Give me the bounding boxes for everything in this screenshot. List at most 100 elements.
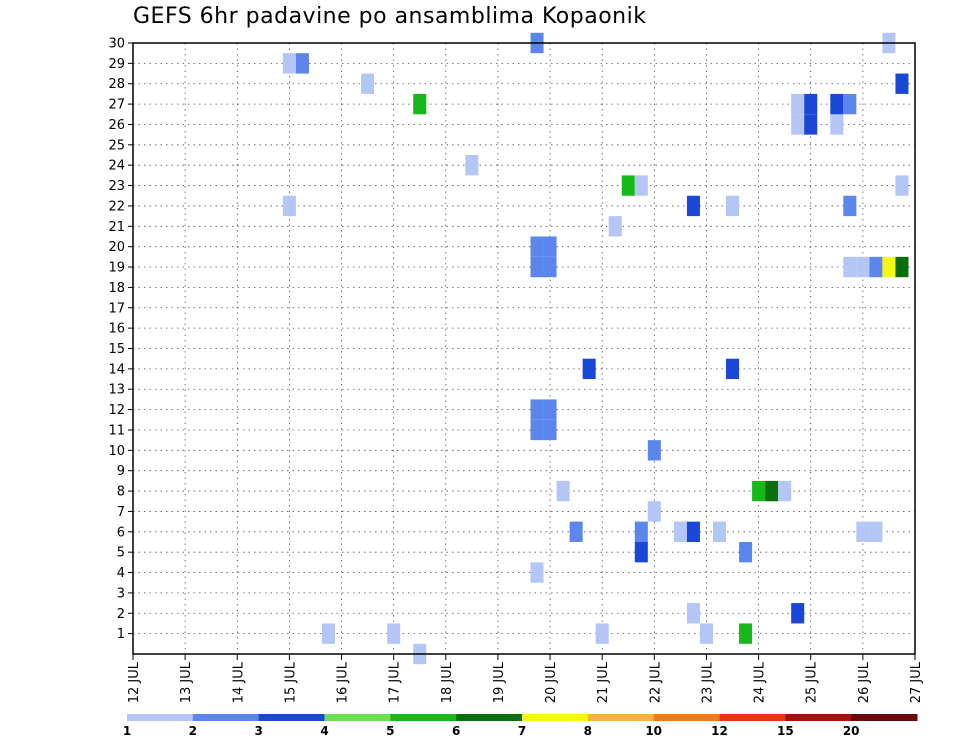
y-tick-label: 30 <box>108 37 125 52</box>
precip-cell <box>530 256 544 278</box>
precip-cell <box>895 73 909 94</box>
x-tick-label: 22 JUL <box>648 661 663 703</box>
y-tick-label: 8 <box>117 485 125 500</box>
precip-cell <box>830 93 844 115</box>
x-tick-label: 18 JUL <box>440 661 455 703</box>
x-tick-label: 27 JUL <box>909 661 924 703</box>
colorbar-swatch <box>456 714 523 721</box>
precip-cell <box>895 256 909 278</box>
y-tick-label: 23 <box>108 179 125 194</box>
colorbar-swatch <box>127 714 194 721</box>
precip-cell <box>634 175 648 196</box>
y-tick-label: 21 <box>108 220 125 235</box>
y-tick-label: 28 <box>108 77 125 92</box>
precip-cell <box>413 93 427 115</box>
colorbar-swatch <box>192 714 260 721</box>
precip-cell <box>791 603 805 624</box>
y-tick-label: 2 <box>117 607 125 622</box>
precip-cell <box>726 195 740 217</box>
precip-cell <box>804 114 818 135</box>
x-axis: 12 JUL 13 JUL 14 JUL 15 JUL 16 JUL 17 JUL 18 J… <box>127 654 924 703</box>
y-tick-label: 26 <box>108 118 125 133</box>
y-tick-label: 11 <box>108 423 125 438</box>
precip-cell <box>791 114 805 135</box>
y-tick-label: 25 <box>108 138 125 153</box>
precip-cell <box>882 256 896 278</box>
y-tick-label: 17 <box>108 301 125 316</box>
precip-cell <box>791 93 805 115</box>
precip-cell <box>530 399 544 420</box>
colorbar-swatch <box>324 714 391 721</box>
precip-cell <box>843 195 857 217</box>
precip-cell <box>530 562 544 583</box>
precip-cell <box>543 236 557 257</box>
precip-cell <box>739 541 753 563</box>
y-axis: 1234567891011121314151617181920212223242… <box>108 37 133 642</box>
colorbar-swatch <box>653 714 720 721</box>
y-tick-label: 12 <box>108 403 125 418</box>
precip-cell <box>673 521 687 542</box>
precip-cell <box>543 419 557 441</box>
y-tick-label: 13 <box>108 383 125 398</box>
y-tick-label: 24 <box>108 159 125 174</box>
x-tick-label: 24 JUL <box>753 661 768 703</box>
colorbar-swatch <box>785 714 852 721</box>
precip-cell <box>582 358 596 380</box>
x-tick-label: 25 JUL <box>805 661 820 703</box>
precip-cell <box>856 521 870 542</box>
precip-cell <box>739 623 753 644</box>
colorbar-label: 1 <box>123 724 131 738</box>
precip-cell <box>556 480 570 502</box>
precip-cell <box>843 93 857 115</box>
precip-cell <box>647 501 661 522</box>
precip-cell <box>282 195 296 217</box>
precip-cell <box>752 480 766 502</box>
precip-cell <box>712 521 727 542</box>
colorbar-swatch <box>258 714 325 721</box>
precip-cell <box>543 256 557 278</box>
x-tick-label: 26 JUL <box>857 661 872 703</box>
x-tick-label: 17 JUL <box>388 661 403 703</box>
x-tick-label: 13 JUL <box>179 661 194 703</box>
precip-cell <box>778 480 792 502</box>
x-tick-label: 15 JUL <box>283 661 298 703</box>
colorbar-label: 8 <box>584 724 592 738</box>
y-tick-label: 29 <box>108 57 125 72</box>
colorbar-swatch <box>587 714 655 721</box>
colorbar-label: 6 <box>452 724 460 738</box>
y-tick-label: 27 <box>108 98 125 113</box>
y-tick-label: 5 <box>117 546 125 561</box>
y-tick-label: 4 <box>117 566 125 581</box>
precip-cell <box>608 216 622 237</box>
y-tick-label: 1 <box>117 627 125 642</box>
y-tick-label: 6 <box>117 525 125 540</box>
precip-cell <box>530 236 544 257</box>
precip-cell <box>843 256 857 278</box>
precip-cell <box>686 195 700 217</box>
y-tick-label: 16 <box>108 322 125 337</box>
precip-cell <box>726 358 740 380</box>
chart-title: GEFS 6hr padavine po ansamblima Kopaonik <box>133 4 647 29</box>
colorbar-label: 3 <box>254 724 262 738</box>
colorbar-label: 20 <box>843 724 860 738</box>
precip-cell <box>830 114 844 135</box>
precip-cell <box>686 521 700 542</box>
y-tick-label: 3 <box>117 586 125 601</box>
precip-cell <box>634 521 648 542</box>
precip-cell <box>647 440 661 461</box>
precip-cell <box>634 541 648 563</box>
precip-cell <box>387 623 401 644</box>
colorbar-swatch <box>390 714 457 721</box>
x-tick-label: 19 JUL <box>492 661 507 703</box>
y-tick-label: 19 <box>108 261 125 276</box>
precip-cell <box>869 521 883 542</box>
y-tick-label: 20 <box>108 240 125 255</box>
colorbar: 1 2 3 4 5 6 7 8 10 12 15 20 <box>123 714 918 738</box>
colorbar-label: 5 <box>386 724 394 738</box>
y-tick-label: 22 <box>108 199 125 214</box>
x-tick-label: 16 JUL <box>336 661 351 703</box>
precip-cell <box>765 480 779 502</box>
y-tick-label: 18 <box>108 281 125 296</box>
precip-cell <box>621 175 635 196</box>
